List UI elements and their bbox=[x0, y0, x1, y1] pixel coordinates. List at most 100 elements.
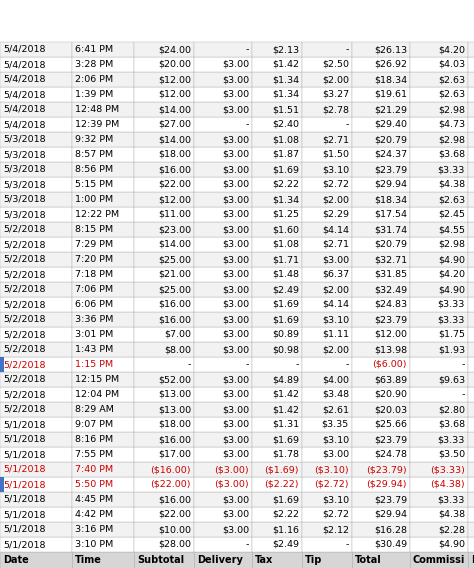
Bar bbox=[72, 207, 134, 222]
Text: $2.00: $2.00 bbox=[322, 75, 349, 84]
Bar bbox=[302, 432, 352, 447]
Text: $2.63: $2.63 bbox=[438, 75, 465, 84]
Text: $2.49: $2.49 bbox=[272, 285, 299, 294]
Text: $3.00: $3.00 bbox=[222, 90, 249, 99]
Text: $2.12: $2.12 bbox=[322, 525, 349, 534]
Bar bbox=[410, 432, 468, 447]
Text: $32.49: $32.49 bbox=[374, 285, 407, 294]
Bar bbox=[194, 342, 252, 357]
Bar bbox=[410, 132, 468, 147]
Bar bbox=[194, 417, 252, 432]
Text: 3:01 PM: 3:01 PM bbox=[75, 330, 113, 339]
Bar bbox=[72, 507, 134, 522]
Bar bbox=[0, 267, 72, 282]
Text: $3.00: $3.00 bbox=[222, 405, 249, 414]
Bar bbox=[352, 327, 410, 342]
Text: $1.69: $1.69 bbox=[272, 300, 299, 309]
Text: 5/4/2018: 5/4/2018 bbox=[3, 105, 46, 114]
Text: $1.25: $1.25 bbox=[272, 210, 299, 219]
Text: $1.69: $1.69 bbox=[272, 435, 299, 444]
Text: $4.00: $4.00 bbox=[322, 375, 349, 384]
Text: $1.75: $1.75 bbox=[438, 330, 465, 339]
Bar bbox=[134, 207, 194, 222]
Text: $2.22: $2.22 bbox=[272, 510, 299, 519]
Bar bbox=[134, 402, 194, 417]
Text: $20.79: $20.79 bbox=[374, 240, 407, 249]
Bar bbox=[252, 507, 302, 522]
Bar bbox=[194, 507, 252, 522]
Bar bbox=[302, 42, 352, 57]
Bar bbox=[352, 132, 410, 147]
Text: $1.60: $1.60 bbox=[272, 225, 299, 234]
Bar bbox=[134, 492, 194, 507]
Text: $3.00: $3.00 bbox=[222, 525, 249, 534]
Bar bbox=[352, 282, 410, 297]
Text: $3.00: $3.00 bbox=[222, 210, 249, 219]
Text: -: - bbox=[246, 120, 249, 129]
Text: $2.22: $2.22 bbox=[272, 180, 299, 189]
Bar bbox=[0, 477, 72, 492]
Text: 1:00 PM: 1:00 PM bbox=[75, 195, 113, 204]
Text: -: - bbox=[346, 360, 349, 369]
Text: 8:29 AM: 8:29 AM bbox=[75, 405, 114, 414]
Bar bbox=[410, 327, 468, 342]
Bar bbox=[194, 147, 252, 162]
Text: $2.29: $2.29 bbox=[322, 210, 349, 219]
Text: $22.00: $22.00 bbox=[158, 510, 191, 519]
Text: ($3.33): ($3.33) bbox=[430, 465, 465, 474]
Bar bbox=[252, 192, 302, 207]
Text: 5/1/2018: 5/1/2018 bbox=[3, 450, 46, 459]
Text: $26.13: $26.13 bbox=[374, 45, 407, 54]
Text: $3.68: $3.68 bbox=[438, 150, 465, 159]
Text: $1.08: $1.08 bbox=[272, 135, 299, 144]
Text: -: - bbox=[462, 390, 465, 399]
Text: $28.00: $28.00 bbox=[158, 540, 191, 549]
Text: $1.48: $1.48 bbox=[272, 270, 299, 279]
Bar bbox=[252, 147, 302, 162]
Bar bbox=[134, 192, 194, 207]
Text: 6:41 PM: 6:41 PM bbox=[75, 45, 113, 54]
Text: $1.42: $1.42 bbox=[272, 390, 299, 399]
Bar bbox=[72, 222, 134, 237]
Text: 5/1/2018: 5/1/2018 bbox=[3, 480, 46, 489]
Text: $0.98: $0.98 bbox=[272, 345, 299, 354]
Bar bbox=[302, 327, 352, 342]
Bar bbox=[134, 222, 194, 237]
Bar bbox=[72, 57, 134, 72]
Bar bbox=[302, 57, 352, 72]
Bar bbox=[410, 297, 468, 312]
Bar bbox=[302, 522, 352, 537]
Bar bbox=[194, 297, 252, 312]
Text: 7:06 PM: 7:06 PM bbox=[75, 285, 113, 294]
Text: -: - bbox=[296, 360, 299, 369]
Bar bbox=[352, 147, 410, 162]
Text: 5/1/2018: 5/1/2018 bbox=[3, 465, 46, 474]
Text: Delivery: Delivery bbox=[197, 555, 243, 565]
Text: ($6.00): ($6.00) bbox=[373, 360, 407, 369]
Bar bbox=[468, 537, 474, 552]
Bar bbox=[0, 507, 72, 522]
Bar bbox=[134, 477, 194, 492]
Text: $2.71: $2.71 bbox=[322, 135, 349, 144]
Text: $3.00: $3.00 bbox=[222, 105, 249, 114]
Text: $18.34: $18.34 bbox=[374, 75, 407, 84]
Text: $4.73: $4.73 bbox=[438, 120, 465, 129]
Text: $2.40: $2.40 bbox=[272, 120, 299, 129]
Text: 5/4/2018: 5/4/2018 bbox=[3, 75, 46, 84]
Bar bbox=[252, 177, 302, 192]
Text: $3.00: $3.00 bbox=[222, 225, 249, 234]
Bar bbox=[0, 132, 72, 147]
Bar bbox=[302, 297, 352, 312]
Text: $1.93: $1.93 bbox=[438, 345, 465, 354]
Bar bbox=[0, 162, 72, 177]
Bar bbox=[468, 297, 474, 312]
Text: $29.94: $29.94 bbox=[374, 180, 407, 189]
Text: $6.37: $6.37 bbox=[322, 270, 349, 279]
Text: $4.14: $4.14 bbox=[322, 225, 349, 234]
Bar bbox=[468, 417, 474, 432]
Text: 5/1/2018: 5/1/2018 bbox=[3, 420, 46, 429]
Bar bbox=[134, 177, 194, 192]
Bar bbox=[302, 87, 352, 102]
Text: 7:20 PM: 7:20 PM bbox=[75, 255, 113, 264]
Text: $3.33: $3.33 bbox=[438, 315, 465, 324]
